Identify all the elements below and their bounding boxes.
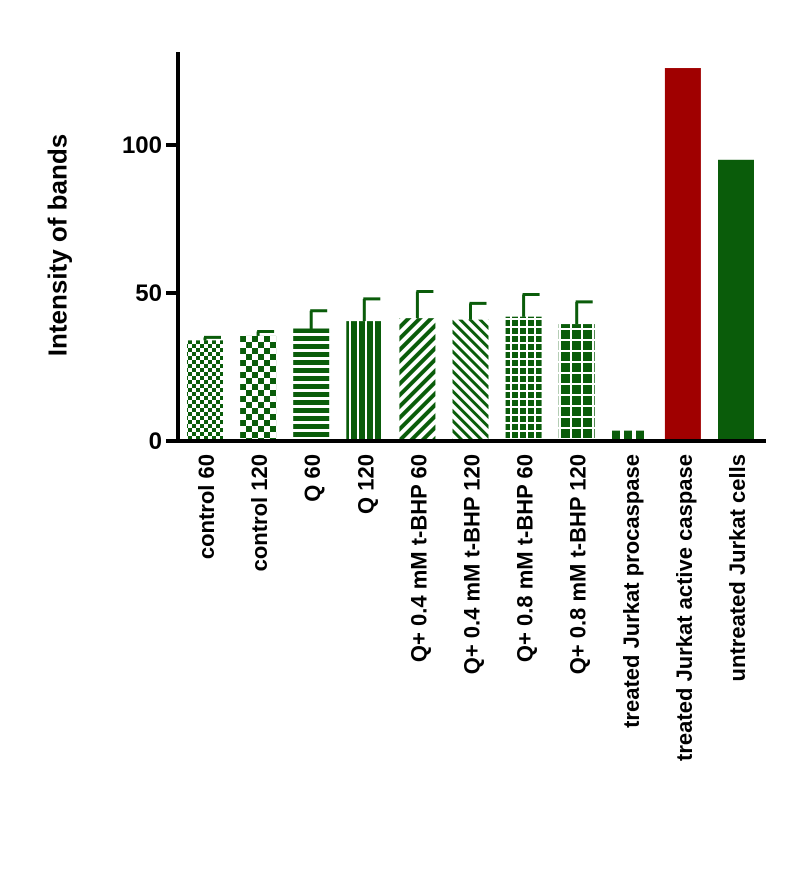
y-axis-label: Intensity of bands xyxy=(42,133,73,357)
x-tick-label: control 60 xyxy=(194,454,219,559)
x-tick-label: control 120 xyxy=(247,454,272,571)
x-tick-label: Q+ 0.4 mM t-BHP 120 xyxy=(460,454,485,674)
x-tick-label: Q 60 xyxy=(300,454,325,502)
y-tick-label: 100 xyxy=(122,132,162,159)
bar-6 xyxy=(505,316,542,441)
x-tick-label: Q+ 0.8 mM t-BHP 60 xyxy=(513,454,538,662)
bar-1 xyxy=(240,335,277,441)
x-tick-label: untreated Jurkat cells xyxy=(725,454,750,681)
bar-9 xyxy=(664,68,701,441)
bar-3 xyxy=(346,321,383,441)
x-tick-label: treated Jurkat procaspase xyxy=(619,454,644,728)
bar-10 xyxy=(718,159,754,442)
bar-8 xyxy=(611,430,648,441)
x-tick-label: Q 120 xyxy=(353,454,378,514)
x-tick-label: Q+ 0.8 mM t-BHP 120 xyxy=(566,454,591,674)
x-tick-label: treated Jurkat active caspase xyxy=(672,454,697,761)
bar-4 xyxy=(399,318,436,441)
y-tick-label: 50 xyxy=(135,280,162,307)
bars-layer xyxy=(187,68,754,442)
bar-0 xyxy=(187,340,223,441)
bar-5 xyxy=(452,319,489,441)
y-tick-label: 0 xyxy=(149,428,162,455)
bar-2 xyxy=(293,328,330,441)
bar-7 xyxy=(558,324,595,441)
x-tick-label: Q+ 0.4 mM t-BHP 60 xyxy=(406,454,431,662)
axes-layer: control 60 control 120 Q 60 Q 120 Q+ 0.4 mM … xyxy=(122,52,766,761)
